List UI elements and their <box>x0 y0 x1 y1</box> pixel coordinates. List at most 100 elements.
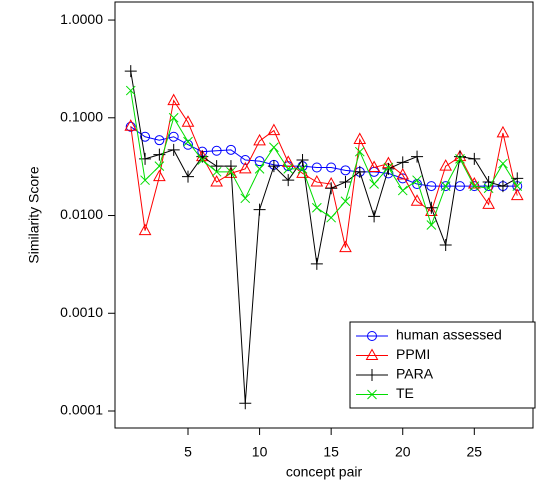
marker <box>296 166 309 178</box>
series-line <box>130 90 518 227</box>
marker <box>168 131 179 142</box>
marker <box>353 165 366 178</box>
marker <box>125 85 136 96</box>
marker <box>383 162 394 173</box>
y-tick-label: 0.0010 <box>60 304 103 320</box>
marker <box>239 397 252 410</box>
legend-label: human assessed <box>396 327 502 343</box>
marker <box>139 152 152 165</box>
marker <box>340 196 351 207</box>
marker <box>397 173 408 184</box>
marker <box>211 145 222 156</box>
marker <box>339 176 352 189</box>
marker <box>154 161 165 172</box>
marker <box>182 170 195 183</box>
marker <box>367 160 381 173</box>
marker <box>183 139 194 150</box>
marker <box>339 240 352 253</box>
marker <box>325 182 338 195</box>
marker <box>425 204 438 216</box>
marker <box>138 223 152 236</box>
marker <box>411 150 424 163</box>
legend-marker <box>365 348 379 360</box>
marker <box>483 183 494 194</box>
marker <box>340 165 351 176</box>
y-tick-label: 0.0001 <box>60 402 103 418</box>
x-tick-label: 5 <box>184 444 192 460</box>
marker <box>269 142 279 153</box>
marker <box>468 152 481 165</box>
marker <box>397 185 408 196</box>
marker <box>253 203 266 216</box>
marker <box>282 174 295 187</box>
marker <box>197 155 208 165</box>
marker <box>453 150 466 163</box>
marker <box>396 167 410 180</box>
marker <box>267 160 280 173</box>
marker <box>396 156 409 169</box>
marker <box>211 166 222 177</box>
marker <box>153 148 166 161</box>
marker <box>511 172 524 185</box>
marker <box>254 164 265 174</box>
y-tick-label: 0.1000 <box>60 108 103 124</box>
x-tick-label: 10 <box>252 444 268 460</box>
marker <box>240 193 251 204</box>
marker <box>226 166 236 177</box>
marker <box>326 212 337 223</box>
marker <box>253 133 266 146</box>
marker <box>124 65 137 78</box>
marker <box>496 180 509 193</box>
marker <box>224 166 238 178</box>
marker <box>410 194 424 206</box>
marker <box>482 197 495 209</box>
series-line <box>130 99 518 248</box>
marker <box>426 220 437 230</box>
marker <box>469 181 480 191</box>
marker <box>311 162 322 173</box>
marker <box>183 136 193 147</box>
marker <box>326 162 337 173</box>
marker <box>426 181 437 192</box>
marker <box>498 158 508 169</box>
marker <box>140 131 151 142</box>
marker <box>368 210 381 223</box>
y-tick-label: 1.0000 <box>60 11 103 27</box>
x-axis-title: concept pair <box>286 464 363 480</box>
x-tick-label: 20 <box>395 444 411 460</box>
marker <box>225 144 236 155</box>
marker <box>167 93 181 106</box>
y-axis-title: Similarity Score <box>26 166 42 263</box>
series-line <box>130 71 518 404</box>
marker <box>440 181 451 191</box>
marker <box>210 175 223 187</box>
marker <box>153 169 166 182</box>
marker <box>440 181 451 192</box>
marker <box>210 160 223 173</box>
marker <box>439 159 453 171</box>
marker <box>296 153 309 166</box>
marker <box>425 201 438 214</box>
legend-marker <box>367 331 377 341</box>
marker <box>311 202 322 213</box>
marker <box>125 121 136 132</box>
legend-marker <box>366 369 378 381</box>
legend-marker <box>367 389 377 400</box>
marker <box>281 155 295 167</box>
marker <box>354 146 365 157</box>
marker <box>412 175 422 186</box>
marker <box>283 164 294 174</box>
legend: human assessed PPMI PARA TE <box>349 321 536 409</box>
plot-frame <box>114 1 534 429</box>
marker <box>512 181 523 191</box>
x-tick-label: 25 <box>467 444 483 460</box>
marker <box>181 115 195 127</box>
marker <box>154 135 165 146</box>
x-tick-label: 15 <box>323 444 339 460</box>
marker <box>254 156 265 167</box>
marker <box>353 132 367 144</box>
legend-label: PPMI <box>396 346 430 362</box>
marker <box>510 188 524 201</box>
